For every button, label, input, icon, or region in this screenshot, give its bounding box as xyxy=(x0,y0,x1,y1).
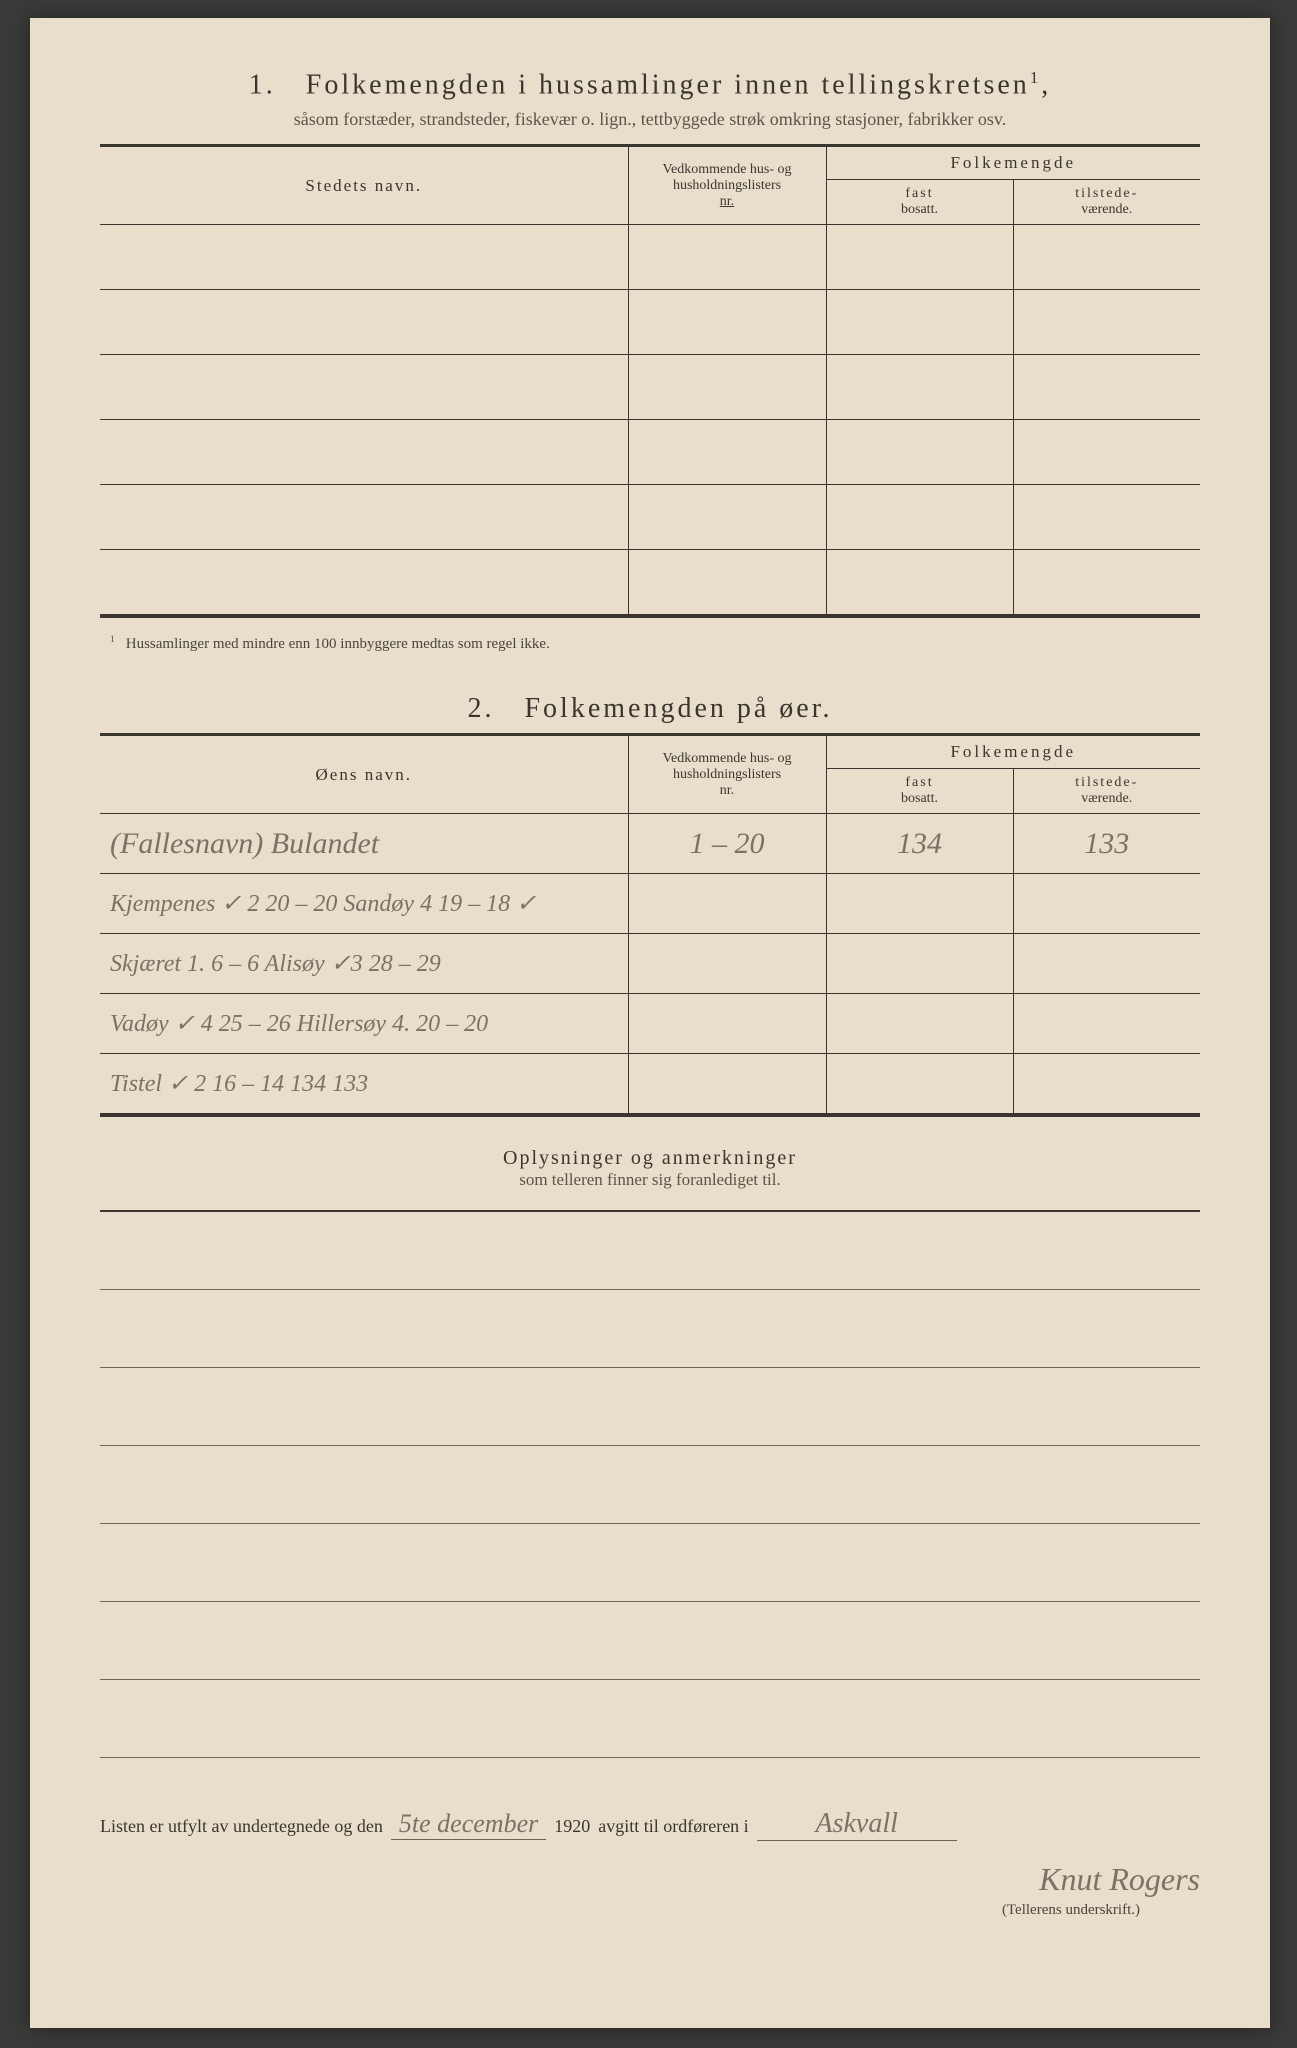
footer-text1: Listen er utfylt av undertegnede og den xyxy=(100,1816,383,1837)
signature-label: (Tellerens underskrift.) xyxy=(100,1902,1200,1919)
col-til: tilstede- værende. xyxy=(1013,180,1200,225)
section2-rule-bottom xyxy=(100,1114,1200,1117)
table-row xyxy=(100,420,1200,485)
col-til2: tilstede- værende. xyxy=(1013,769,1200,814)
section1-sup: 1 xyxy=(1030,68,1041,87)
col-nr2: Vedkommende hus- og husholdningslisters … xyxy=(628,736,826,814)
footer-text2: avgitt til ordføreren i xyxy=(598,1816,748,1837)
section2-title: 2. Folkemengden på øer. xyxy=(100,693,1200,725)
footer-year: 1920 xyxy=(554,1816,590,1837)
notes-line xyxy=(100,1680,1200,1758)
table-row xyxy=(100,550,1200,615)
section1-rule-bottom xyxy=(100,615,1200,618)
table-row xyxy=(100,225,1200,290)
notes-line xyxy=(100,1212,1200,1290)
notes-line xyxy=(100,1446,1200,1524)
footnote: 1 Hussamlinger med mindre enn 100 innbyg… xyxy=(110,634,1200,653)
notes-line xyxy=(100,1524,1200,1602)
notes-line xyxy=(100,1290,1200,1368)
notes-subtitle: som telleren finner sig foranlediget til… xyxy=(100,1170,1200,1190)
notes-line xyxy=(100,1602,1200,1680)
table-row: Kjempenes ✓ 2 20 – 20 Sandøy 4 19 – 18 ✓ xyxy=(100,874,1200,934)
col-fast2: fast bosatt. xyxy=(826,769,1013,814)
footer-place: Askvall xyxy=(757,1808,957,1841)
table-row: Skjæret 1. 6 – 6 Alisøy ✓3 28 – 29 xyxy=(100,934,1200,994)
table-row xyxy=(100,290,1200,355)
notes-title: Oplysninger og anmerkninger xyxy=(100,1147,1200,1170)
col-name2: Øens navn. xyxy=(100,736,628,814)
col-pop-group2: Folkemengde xyxy=(826,736,1200,769)
table-row xyxy=(100,355,1200,420)
notes-area xyxy=(100,1210,1200,1758)
notes-line xyxy=(100,1368,1200,1446)
col-pop-group: Folkemengde xyxy=(826,147,1200,180)
document-page: 1. Folkemengden i hussamlinger innen tel… xyxy=(30,18,1270,2028)
col-name: Stedets navn. xyxy=(100,147,628,225)
section2-title-text: Folkemengden på øer. xyxy=(524,693,832,724)
signature: Knut Rogers xyxy=(100,1861,1200,1898)
table-row: (Fallesnavn) Bulandet 1 – 20 134 133 xyxy=(100,814,1200,874)
col-nr: Vedkommende hus- og husholdningslisters … xyxy=(628,147,826,225)
table-row: Vadøy ✓ 4 25 – 26 Hillersøy 4. 20 – 20 xyxy=(100,994,1200,1054)
footer-date: 5te december xyxy=(391,1809,546,1840)
section1-title: 1. Folkemengden i hussamlinger innen tel… xyxy=(100,68,1200,101)
section2-number: 2. xyxy=(467,693,494,724)
section1-subtitle: såsom forstæder, strandsteder, fiskevær … xyxy=(100,109,1200,130)
footer: Listen er utfylt av undertegnede og den … xyxy=(100,1808,1200,1919)
table-section1: Stedets navn. Vedkommende hus- og hushol… xyxy=(100,147,1200,615)
table-row: Tistel ✓ 2 16 – 14 134 133 xyxy=(100,1054,1200,1114)
table-row xyxy=(100,485,1200,550)
section1-number: 1. xyxy=(249,69,276,100)
table-section2: Øens navn. Vedkommende hus- og husholdni… xyxy=(100,736,1200,1114)
section1-title-text: Folkemengden i hussamlinger innen tellin… xyxy=(306,69,1030,100)
col-fast: fast bosatt. xyxy=(826,180,1013,225)
